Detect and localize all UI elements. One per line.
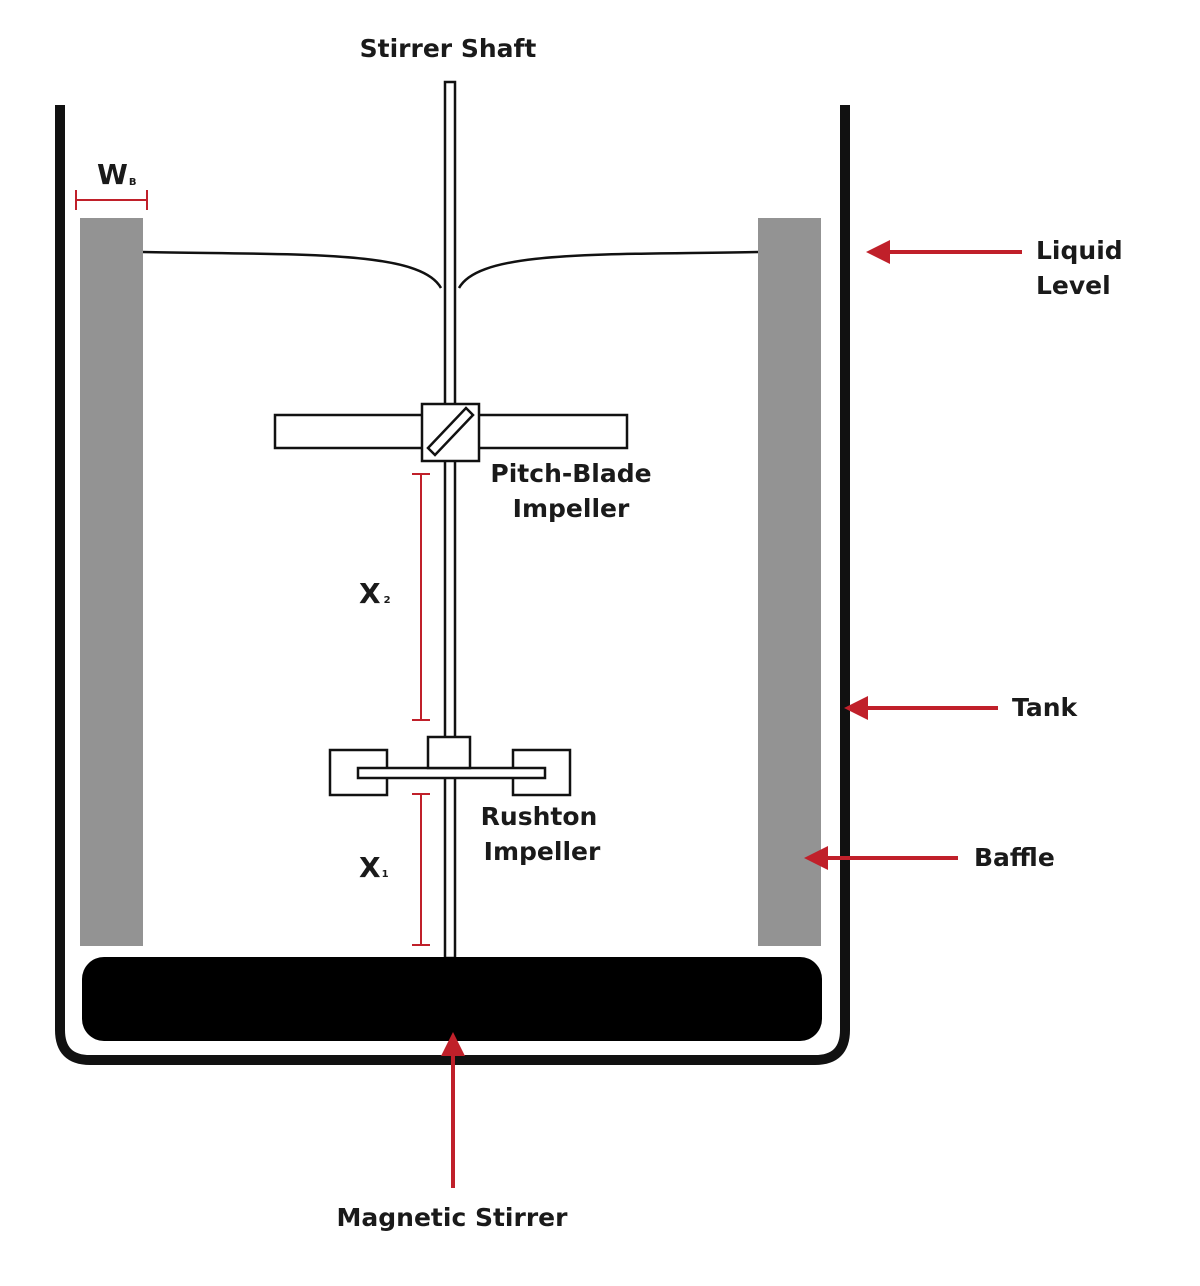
tank-label: Tank	[1012, 693, 1078, 722]
liquid-level-label-line1: Liquid	[1036, 236, 1123, 265]
baffle-width-dimension	[75, 190, 148, 210]
pitch-blade-left-blade	[273, 413, 427, 450]
baffle-label: Baffle	[974, 843, 1055, 872]
x1-dimension	[412, 793, 430, 946]
x2-dimension	[412, 473, 430, 721]
stirrer-shaft-label: Stirrer Shaft	[360, 34, 537, 63]
rushton-label-line2: Impeller	[484, 837, 601, 866]
rushton-hub	[426, 735, 472, 770]
liquid-surface-right	[457, 250, 759, 289]
pitch-blade-label-line2: Impeller	[513, 494, 630, 523]
pitch-blade-right-blade	[475, 413, 629, 450]
liquid-level-label-line2: Level	[1036, 271, 1111, 300]
rushton-disk	[356, 766, 547, 780]
magnetic-stirrer-bar	[82, 957, 822, 1041]
left-baffle	[80, 218, 143, 946]
pitch-blade-label-line1: Pitch-Blade	[490, 459, 651, 488]
magnetic-stirrer-label: Magnetic Stirrer	[337, 1203, 569, 1232]
liquid-surface-left	[142, 250, 443, 289]
right-baffle	[758, 218, 821, 946]
pitch-blade-angled-blade	[426, 406, 475, 457]
rushton-label-line1: Rushton	[481, 802, 598, 831]
baffle-width-symbol: WB	[97, 158, 137, 191]
stirrer-shaft	[443, 80, 457, 960]
x1-symbol: X1	[359, 851, 389, 884]
